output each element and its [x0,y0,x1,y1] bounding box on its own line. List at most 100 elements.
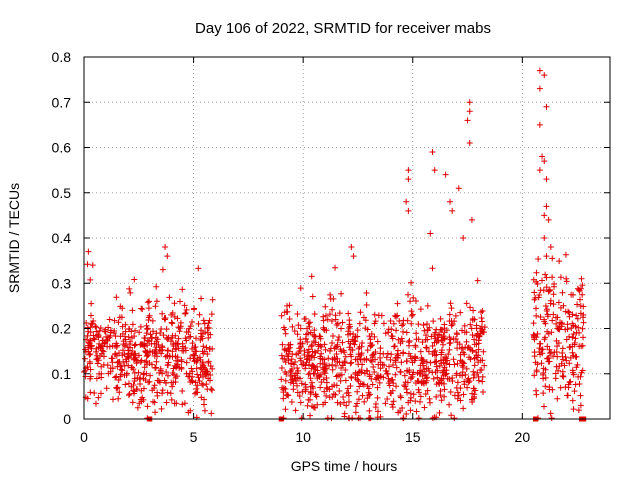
data-point [287,360,294,367]
data-point [352,403,359,410]
data-point [290,380,297,387]
data-point [432,358,439,365]
data-point [366,333,373,340]
data-point [311,370,318,377]
data-point [195,320,202,327]
data-point [354,400,361,407]
data-point [367,336,374,343]
data-point [131,333,138,340]
data-point [209,387,216,394]
data-point [564,392,571,399]
data-point [335,333,342,340]
data-point [361,356,368,363]
data-point [326,347,333,354]
x-tick-label: 10 [295,429,311,445]
data-point [329,340,336,347]
data-point [388,376,395,383]
data-point [175,335,182,342]
data-point [187,333,194,340]
data-point [461,351,468,358]
data-point [543,203,550,210]
data-point [329,306,336,313]
data-point [127,289,134,296]
data-point [437,388,444,395]
data-point [554,343,561,350]
data-point [462,371,469,378]
data-point [535,294,542,301]
data-point [544,311,551,318]
data-point [187,323,194,330]
data-point [538,346,545,353]
data-point [114,363,121,370]
data-point [577,310,584,317]
data-point [153,298,160,305]
data-point [313,393,320,400]
data-point [415,386,422,393]
data-point [535,256,542,263]
data-point [324,316,331,323]
data-point [131,388,138,395]
data-point [160,332,167,339]
data-point [93,375,100,382]
data-point [338,364,345,371]
data-point [580,311,587,318]
data-point [109,359,116,366]
data-point [159,387,166,394]
data-point [201,396,208,403]
data-point [348,353,355,360]
data-point [135,352,142,359]
data-point [126,340,133,347]
data-point [157,367,164,374]
data-point [124,353,131,360]
data-point [543,103,550,110]
x-tick-label: 15 [405,429,421,445]
data-point [405,291,412,298]
data-point [209,345,216,352]
data-point [309,348,316,355]
data-point [289,323,296,330]
data-point [363,290,370,297]
data-point [553,337,560,344]
data-point [129,348,136,355]
data-point [466,378,473,385]
data-point [384,395,391,402]
data-point [334,320,341,327]
data-point [392,371,399,378]
data-point [572,335,579,342]
data-point [452,335,459,342]
data-point [431,167,438,174]
data-point [138,305,145,312]
data-point [190,351,197,358]
data-point [542,302,549,309]
plot-frame [83,56,611,420]
data-point [308,379,315,386]
data-point [329,361,336,368]
data-point [141,364,148,371]
data-point [440,341,447,348]
data-point [328,415,335,422]
data-point [569,349,576,356]
data-point [463,338,470,345]
data-point [342,353,349,360]
data-point [471,355,478,362]
data-point [541,158,548,165]
data-point [408,312,415,319]
x-axis-label: GPS time / hours [291,458,398,474]
data-point [301,316,308,323]
data-point [356,320,363,327]
data-point [563,275,570,282]
data-point [422,391,429,398]
data-point [371,320,378,327]
data-point [413,330,420,337]
data-point [399,338,406,345]
data-point [533,305,540,312]
data-point [97,344,104,351]
data-point [294,382,301,389]
data-point [306,357,313,364]
data-point [132,327,139,334]
data-point [291,328,298,335]
data-point [432,369,439,376]
data-point [372,401,379,408]
data-point [364,326,371,333]
data-point [309,403,316,410]
